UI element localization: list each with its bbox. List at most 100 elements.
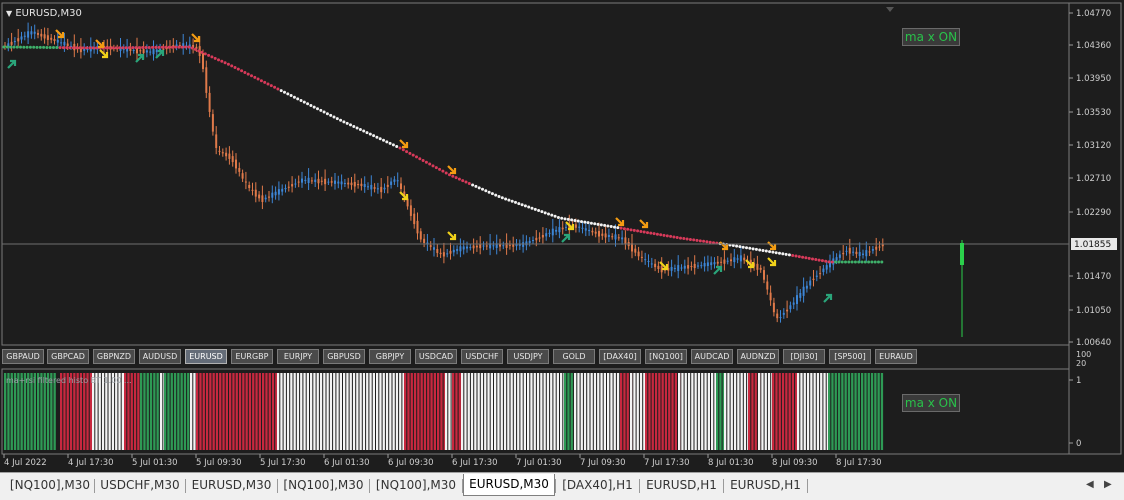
histogram-bar [4,373,7,450]
ma-dot [32,45,36,49]
histogram-bar [212,373,215,450]
candle-body [126,47,129,52]
symbol-button-gbpjpy[interactable]: GBPJPY [369,349,411,364]
histogram-bar [392,373,395,450]
chart-tab[interactable]: EURUSD,M30 [191,478,272,492]
histogram-bar [366,373,369,450]
histogram-bar [258,373,261,450]
candle-body [769,292,772,301]
ma-dot [616,226,620,230]
ma-dot [88,46,92,50]
ma-dot [527,205,531,209]
ma-dot [170,45,174,49]
candle-body [812,278,815,281]
histogram-bar [372,373,375,450]
histogram-bar [716,373,719,450]
tab-scroll-right-icon[interactable]: ▶ [1104,479,1112,490]
histogram-bar [225,373,228,450]
symbol-button-nq100[interactable]: [NQ100] [645,349,687,364]
ma-dot [164,45,168,49]
sell-signal-arrow-icon [399,191,409,201]
symbol-button-usdchf[interactable]: USDCHF [461,349,503,364]
symbol-button-gbpnzd[interactable]: GBPNZD [93,349,135,364]
histogram-bar [654,373,658,450]
symbol-button-sp500[interactable]: [SP500] [829,349,871,364]
histogram-bar [828,373,831,450]
chart-shift-marker-icon[interactable] [886,7,894,12]
ma-dot [454,176,458,180]
histogram-bar [336,373,339,450]
time-axis-label: 6 Jul 01:30 [324,458,370,468]
sell-signal-arrow-icon [55,29,65,39]
histogram-bar [180,373,183,450]
chart-tab[interactable]: [NQ100],M30 [375,478,457,492]
candle-body [136,47,138,54]
histogram-bar [329,373,333,450]
histogram-bar [430,373,433,450]
ma-dot [593,222,597,226]
chart-tab[interactable]: [NQ100],M30 [283,478,364,492]
candle-body [320,180,323,182]
ma-dot [583,220,587,224]
histogram-bar [433,373,436,450]
symbol-button-audusd[interactable]: AUDUSD [139,349,181,364]
histogram-bar [66,373,69,450]
ma-dot [438,167,442,171]
symbol-button-usdjpy[interactable]: USDJPY [507,349,549,364]
histogram-bar [847,373,851,450]
candle-body [228,153,231,159]
candle-body [796,295,798,304]
candle-body [502,245,505,247]
symbol-button-dax40[interactable]: [DAX40] [599,349,641,364]
ma-cross-badge[interactable]: ma x ON [902,28,960,46]
time-axis-label: 5 Jul 17:30 [260,458,306,468]
histogram-bar [245,373,248,450]
chart-tab[interactable]: EURUSD,H1 [730,478,801,492]
arrow-shape [99,49,109,59]
symbol-button-dji30[interactable]: [DJI30] [783,349,825,364]
candle-body [881,244,884,247]
histogram-bar [724,373,727,450]
histogram-bar [823,373,826,450]
sell-signal-arrow-icon [767,241,777,251]
ma-dot [745,246,748,250]
chart-tab[interactable]: EURUSD,M30 [463,474,555,496]
ma-dot [685,237,689,241]
arrow-shape [823,293,833,303]
symbol-button-gbpaud[interactable]: GBPAUD [2,349,44,364]
ma-dot [368,132,372,136]
symbol-button-audnzd[interactable]: AUDNZD [737,349,779,364]
symbol-button-gbpcad[interactable]: GBPCAD [47,349,89,364]
candle-body [419,231,422,240]
symbol-button-audcad[interactable]: AUDCAD [691,349,733,364]
histogram-bar [645,373,648,450]
symbol-button-eurgbp[interactable]: EURGBP [231,349,273,364]
dropdown-triangle-icon[interactable]: ▼ [6,9,13,18]
histogram-bar [697,373,701,450]
candle-body [340,181,343,185]
last-bar-body [960,243,964,265]
chart-tab[interactable]: [DAX40],H1 [562,478,633,492]
ma-dot [451,174,455,178]
histogram-bar [633,373,636,450]
symbol-button-gold[interactable]: GOLD [553,349,595,364]
chart-tab[interactable]: EURUSD,H1 [646,478,717,492]
symbol-button-gbpusd[interactable]: GBPUSD [323,349,365,364]
tab-scroll-left-icon[interactable]: ◀ [1086,479,1094,490]
symbol-button-eurusd[interactable]: EURUSD [185,349,227,364]
candle-body [743,257,746,261]
symbol-button-eurjpy[interactable]: EURJPY [277,349,319,364]
candle-body [733,257,736,263]
symbol-button-usdcad[interactable]: USDCAD [415,349,457,364]
indicator-ma-cross-badge[interactable]: ma x ON [902,394,960,412]
chart-tab[interactable]: USDCHF,M30 [100,478,180,492]
histogram-bar [664,373,668,450]
arrow-shape [639,219,649,229]
ma-dot [867,260,871,264]
chart-area-background [1,2,1070,346]
candle-body [551,228,554,236]
chart-tab[interactable]: [NQ100],M30 [9,478,91,492]
symbol-button-euraud[interactable]: EURAUD [875,349,917,364]
